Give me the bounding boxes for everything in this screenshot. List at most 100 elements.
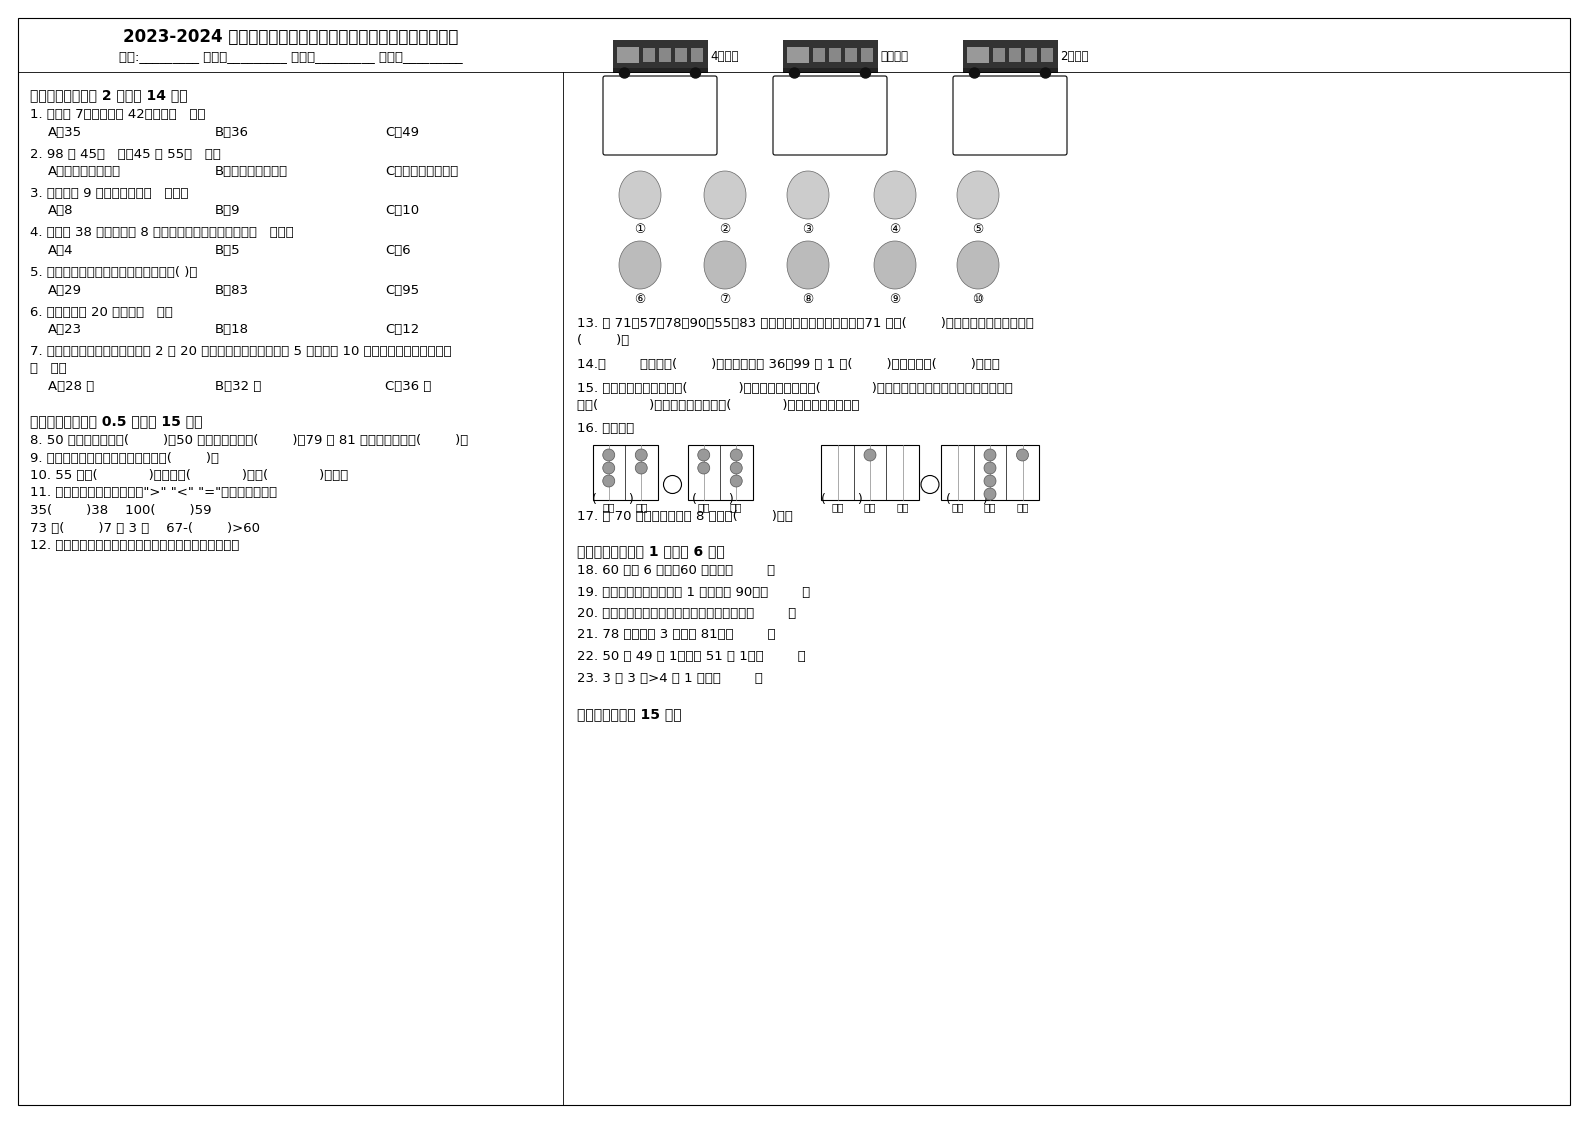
Text: C．49: C．49	[384, 126, 419, 138]
Text: (        )。: ( )。	[576, 335, 629, 347]
Text: 4. 小美有 38 颗珠子，每 8 颗穿成一串，最多可以穿成（   ）串。: 4. 小美有 38 颗珠子，每 8 颗穿成一串，最多可以穿成（ ）串。	[30, 227, 294, 239]
Bar	[967, 47, 988, 63]
Text: C．12: C．12	[384, 323, 419, 336]
Text: A．35: A．35	[48, 126, 83, 138]
Bar	[813, 48, 824, 62]
Circle shape	[985, 475, 996, 487]
Text: 23. 3 角 3 分>4 角 1 分。（        ）: 23. 3 角 3 分>4 角 1 分。（ ）	[576, 672, 762, 685]
Circle shape	[603, 462, 615, 474]
Text: (        ): ( )	[946, 493, 988, 505]
Bar	[992, 48, 1005, 62]
Text: 百位: 百位	[831, 502, 843, 512]
Text: 21. 78 后面的第 3 个数是 81。（        ）: 21. 78 后面的第 3 个数是 81。（ ）	[576, 629, 775, 641]
Bar	[861, 48, 872, 62]
Circle shape	[664, 475, 681, 493]
Text: 十位: 十位	[697, 502, 710, 512]
Circle shape	[730, 475, 742, 487]
Circle shape	[603, 475, 615, 487]
Bar	[962, 40, 1058, 69]
Bar	[1008, 48, 1021, 62]
Circle shape	[985, 449, 996, 462]
Text: (        ): ( )	[821, 493, 862, 505]
Text: 6. 下面最接近 20 的数是（   ）。: 6. 下面最接近 20 的数是（ ）。	[30, 305, 173, 319]
Text: 22. 50 比 49 大 1，而比 51 小 1。（        ）: 22. 50 比 49 大 1，而比 51 小 1。（ ）	[576, 650, 805, 663]
Circle shape	[985, 462, 996, 474]
Bar	[613, 69, 708, 73]
Text: A．8: A．8	[48, 204, 73, 218]
Bar	[783, 40, 878, 69]
Text: 四、计算题（共 15 分）: 四、计算题（共 15 分）	[576, 707, 681, 721]
Text: ③: ③	[802, 223, 813, 236]
FancyBboxPatch shape	[953, 76, 1067, 155]
Text: A．28 元: A．28 元	[48, 380, 94, 393]
Bar	[1024, 48, 1037, 62]
Circle shape	[730, 462, 742, 474]
Ellipse shape	[703, 171, 746, 219]
Text: ⑦: ⑦	[719, 293, 730, 305]
Text: 1. 减数是 7，被减数是 42，差是（   ）。: 1. 减数是 7，被减数是 42，差是（ ）。	[30, 108, 205, 121]
Bar	[643, 48, 654, 62]
Ellipse shape	[958, 171, 999, 219]
Text: 4条腿的: 4条腿的	[710, 49, 738, 63]
Text: ④: ④	[889, 223, 900, 236]
Text: C．6: C．6	[384, 244, 411, 257]
Bar	[688, 445, 753, 500]
Text: ⑧: ⑧	[802, 293, 813, 305]
Text: 8. 50 前面的一个数是(        )，50 后面的一个数是(        )；79 和 81 中间的一个数是(        )。: 8. 50 前面的一个数是( )，50 后面的一个数是( )；79 和 81 中…	[30, 433, 468, 447]
Circle shape	[697, 449, 710, 462]
Ellipse shape	[703, 241, 746, 289]
Ellipse shape	[873, 171, 916, 219]
Text: B．83: B．83	[214, 283, 249, 296]
Ellipse shape	[788, 171, 829, 219]
Text: A．4: A．4	[48, 244, 73, 257]
Text: ⑤: ⑤	[972, 223, 983, 236]
Text: 5. 个位上的数字比十位上的数字大的是( )。: 5. 个位上的数字比十位上的数字大的是( )。	[30, 266, 197, 279]
Text: 个位: 个位	[896, 502, 908, 512]
Bar	[829, 48, 840, 62]
Text: 没有腿的: 没有腿的	[880, 49, 908, 63]
Text: 一、选择题（每题 2 分，共 14 分）: 一、选择题（每题 2 分，共 14 分）	[30, 88, 187, 102]
Text: 学校:_________ 姓名：_________ 班级：_________ 考号：_________: 学校:_________ 姓名：_________ 班级：_________ 考…	[119, 51, 462, 63]
Text: B．多得多；少一些: B．多得多；少一些	[214, 165, 287, 179]
Text: 个位: 个位	[730, 502, 743, 512]
Circle shape	[861, 69, 870, 77]
Bar	[821, 445, 919, 500]
Circle shape	[985, 489, 996, 500]
Text: ⑥: ⑥	[634, 293, 646, 305]
Text: 10. 55 读作(            )，它表示(            )十和(            )个一。: 10. 55 读作( )，它表示( )十和( )个一。	[30, 469, 348, 482]
Bar	[691, 48, 702, 62]
Text: （   ）。: （ ）。	[30, 363, 67, 375]
Text: 35(        )38    100(        )59: 35( )38 100( )59	[30, 504, 211, 517]
Text: 十位: 十位	[602, 502, 615, 512]
Text: 2. 98 比 45（   ）；45 比 55（   ）。: 2. 98 比 45（ ）；45 比 55（ ）。	[30, 147, 221, 161]
Circle shape	[697, 462, 710, 474]
Text: 2条腿的: 2条腿的	[1061, 49, 1089, 63]
Text: ①: ①	[634, 223, 646, 236]
Text: 13. 把 71、57、78、90、55、83 这六个数按从大到小排列后，71 是第(        )个数，排在最后一个数是: 13. 把 71、57、78、90、55、83 这六个数按从大到小排列后，71 …	[576, 317, 1034, 330]
Text: 9. 元、角、分相邻单位之间的进率是(        )。: 9. 元、角、分相邻单位之间的进率是( )。	[30, 451, 219, 465]
Text: B．32 元: B．32 元	[214, 380, 262, 393]
Ellipse shape	[619, 241, 661, 289]
Text: A．多一些；少一些: A．多一些；少一些	[48, 165, 121, 179]
Bar	[659, 48, 670, 62]
Text: C．少一些；多一些: C．少一些；多一些	[384, 165, 459, 179]
Text: 7. 东东买一本《数学天地》付了 2 张 20 元的人民币，找回的钱比 5 元多，比 10 少。这本书的价格可能是: 7. 东东买一本《数学天地》付了 2 张 20 元的人民币，找回的钱比 5 元多…	[30, 345, 451, 358]
Text: 二、填空题（每空 0.5 分，共 15 分）: 二、填空题（每空 0.5 分，共 15 分）	[30, 414, 203, 428]
Text: 73 角(        )7 元 3 角    67-(        )>60: 73 角( )7 元 3 角 67-( )>60	[30, 521, 260, 535]
Text: 12. 请你做导游，把这些小动物送上旅游车。（填序号）: 12. 请你做导游，把这些小动物送上旅游车。（填序号）	[30, 539, 240, 553]
Text: 17. 比 70 小，且个位上是 8 的数有(        )个。: 17. 比 70 小，且个位上是 8 的数有( )个。	[576, 511, 792, 523]
Text: ⑩: ⑩	[972, 293, 983, 305]
Circle shape	[1016, 449, 1029, 462]
Text: C．36 元: C．36 元	[384, 380, 432, 393]
Text: 19. 最大的两位数与最小的 1 位数相差 90。（        ）: 19. 最大的两位数与最小的 1 位数相差 90。（ ）	[576, 585, 810, 599]
Text: 3. 十位上是 9 的两位数共有（   ）个。: 3. 十位上是 9 的两位数共有（ ）个。	[30, 188, 189, 200]
Text: 个位: 个位	[635, 502, 648, 512]
FancyBboxPatch shape	[603, 76, 718, 155]
Bar	[942, 445, 1039, 500]
Bar	[675, 48, 686, 62]
Text: 20. 分类的标准不同，分类的结果可能不同。（        ）: 20. 分类的标准不同，分类的结果可能不同。（ ）	[576, 608, 796, 620]
Bar	[845, 48, 856, 62]
Bar	[592, 445, 657, 500]
FancyBboxPatch shape	[773, 76, 888, 155]
Circle shape	[619, 69, 629, 77]
